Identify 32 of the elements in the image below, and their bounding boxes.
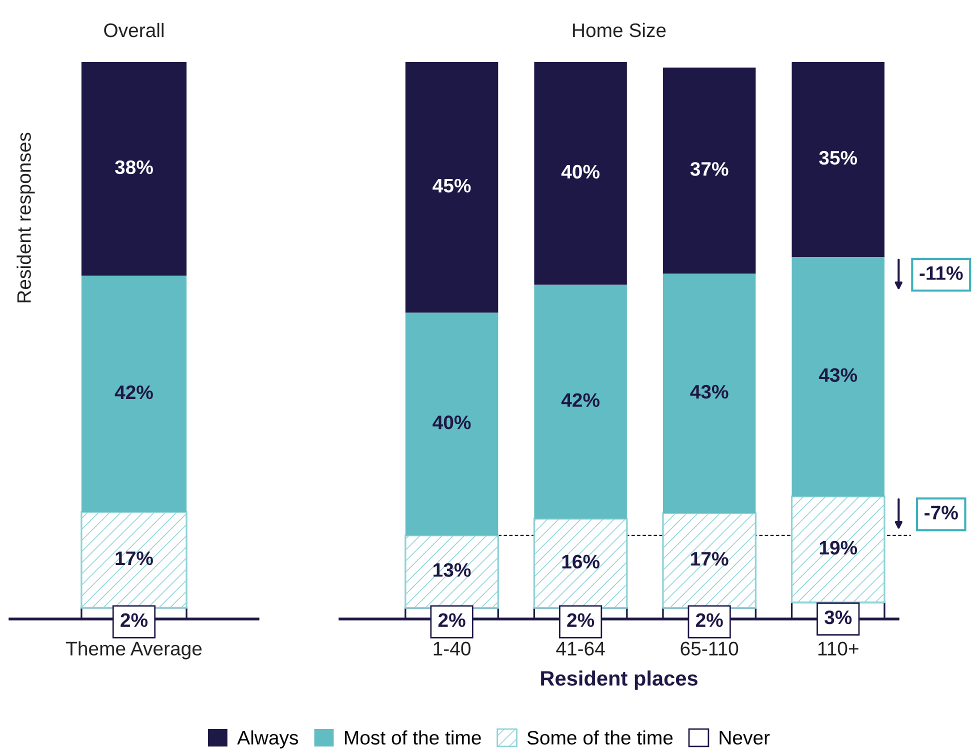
data-label: 40% [432, 416, 471, 430]
data-label: 13% [434, 563, 471, 577]
data-label: 42% [561, 393, 600, 407]
chart-title: Home Size [573, 22, 666, 38]
x-tick-label: 65-110 [680, 642, 738, 656]
data-label: 19% [820, 540, 858, 555]
text: -11% [920, 266, 963, 280]
data-label: 35% [819, 150, 858, 165]
y-axis-title: Resident responses [16, 132, 35, 302]
data-label: 16% [562, 554, 600, 569]
data-label: 40% [561, 164, 600, 179]
data-label: 43% [818, 368, 858, 382]
legend-label: Most of the time [345, 730, 481, 745]
x-tick-label: 41-64 [556, 642, 605, 656]
chart-title: Overall [104, 22, 164, 38]
data-label: 3% [824, 610, 852, 624]
x-tick-label: Theme Average [66, 641, 202, 660]
data-label: 45% [432, 178, 471, 193]
data-label: 38% [114, 160, 153, 174]
legend-label: Some of the time [527, 730, 673, 745]
x-tick-label: 110+ [818, 642, 858, 656]
legend-label: Always [237, 730, 298, 748]
x-axis-title: Resident places [541, 670, 698, 690]
data-label: 17% [116, 551, 153, 566]
data-label: 43% [690, 384, 728, 399]
data-label: 42% [114, 385, 153, 400]
x-tick-label: 1-40 [434, 642, 470, 656]
data-label: 37% [690, 162, 728, 176]
data-label: 2% [120, 613, 148, 627]
legend-label: Never [720, 731, 770, 745]
text: -7% [924, 506, 958, 520]
data-label: 17% [691, 552, 728, 566]
